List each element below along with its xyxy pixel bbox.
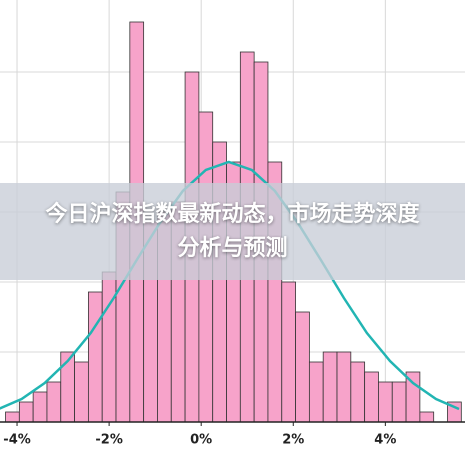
- bar: [364, 371, 379, 423]
- bar: [336, 351, 352, 423]
- bar: [18, 401, 34, 423]
- x-tick-label: 4%: [374, 433, 396, 448]
- bar: [101, 271, 117, 423]
- bar: [5, 411, 20, 423]
- bar: [87, 291, 103, 423]
- x-tick-label: 0%: [190, 433, 212, 448]
- bar: [350, 361, 366, 423]
- bar: [74, 361, 89, 423]
- density-curve: [0, 160, 460, 411]
- bar: [391, 381, 407, 423]
- bar: [32, 391, 48, 423]
- x-tick-label: -2%: [95, 433, 122, 448]
- bar: [378, 381, 393, 423]
- bar: [281, 281, 296, 423]
- bar: [46, 381, 62, 423]
- bar: [308, 361, 324, 423]
- bar: [419, 411, 435, 423]
- banner: 今日沪深指数最新动态，市场走势深度分析与预测: [0, 183, 465, 280]
- bar: [295, 311, 310, 423]
- banner-text: 今日沪深指数最新动态，市场走势深度分析与预测: [45, 201, 420, 261]
- x-tick-label: -4%: [3, 433, 30, 448]
- bar: [322, 351, 338, 423]
- x-tick-label: 2%: [282, 433, 304, 448]
